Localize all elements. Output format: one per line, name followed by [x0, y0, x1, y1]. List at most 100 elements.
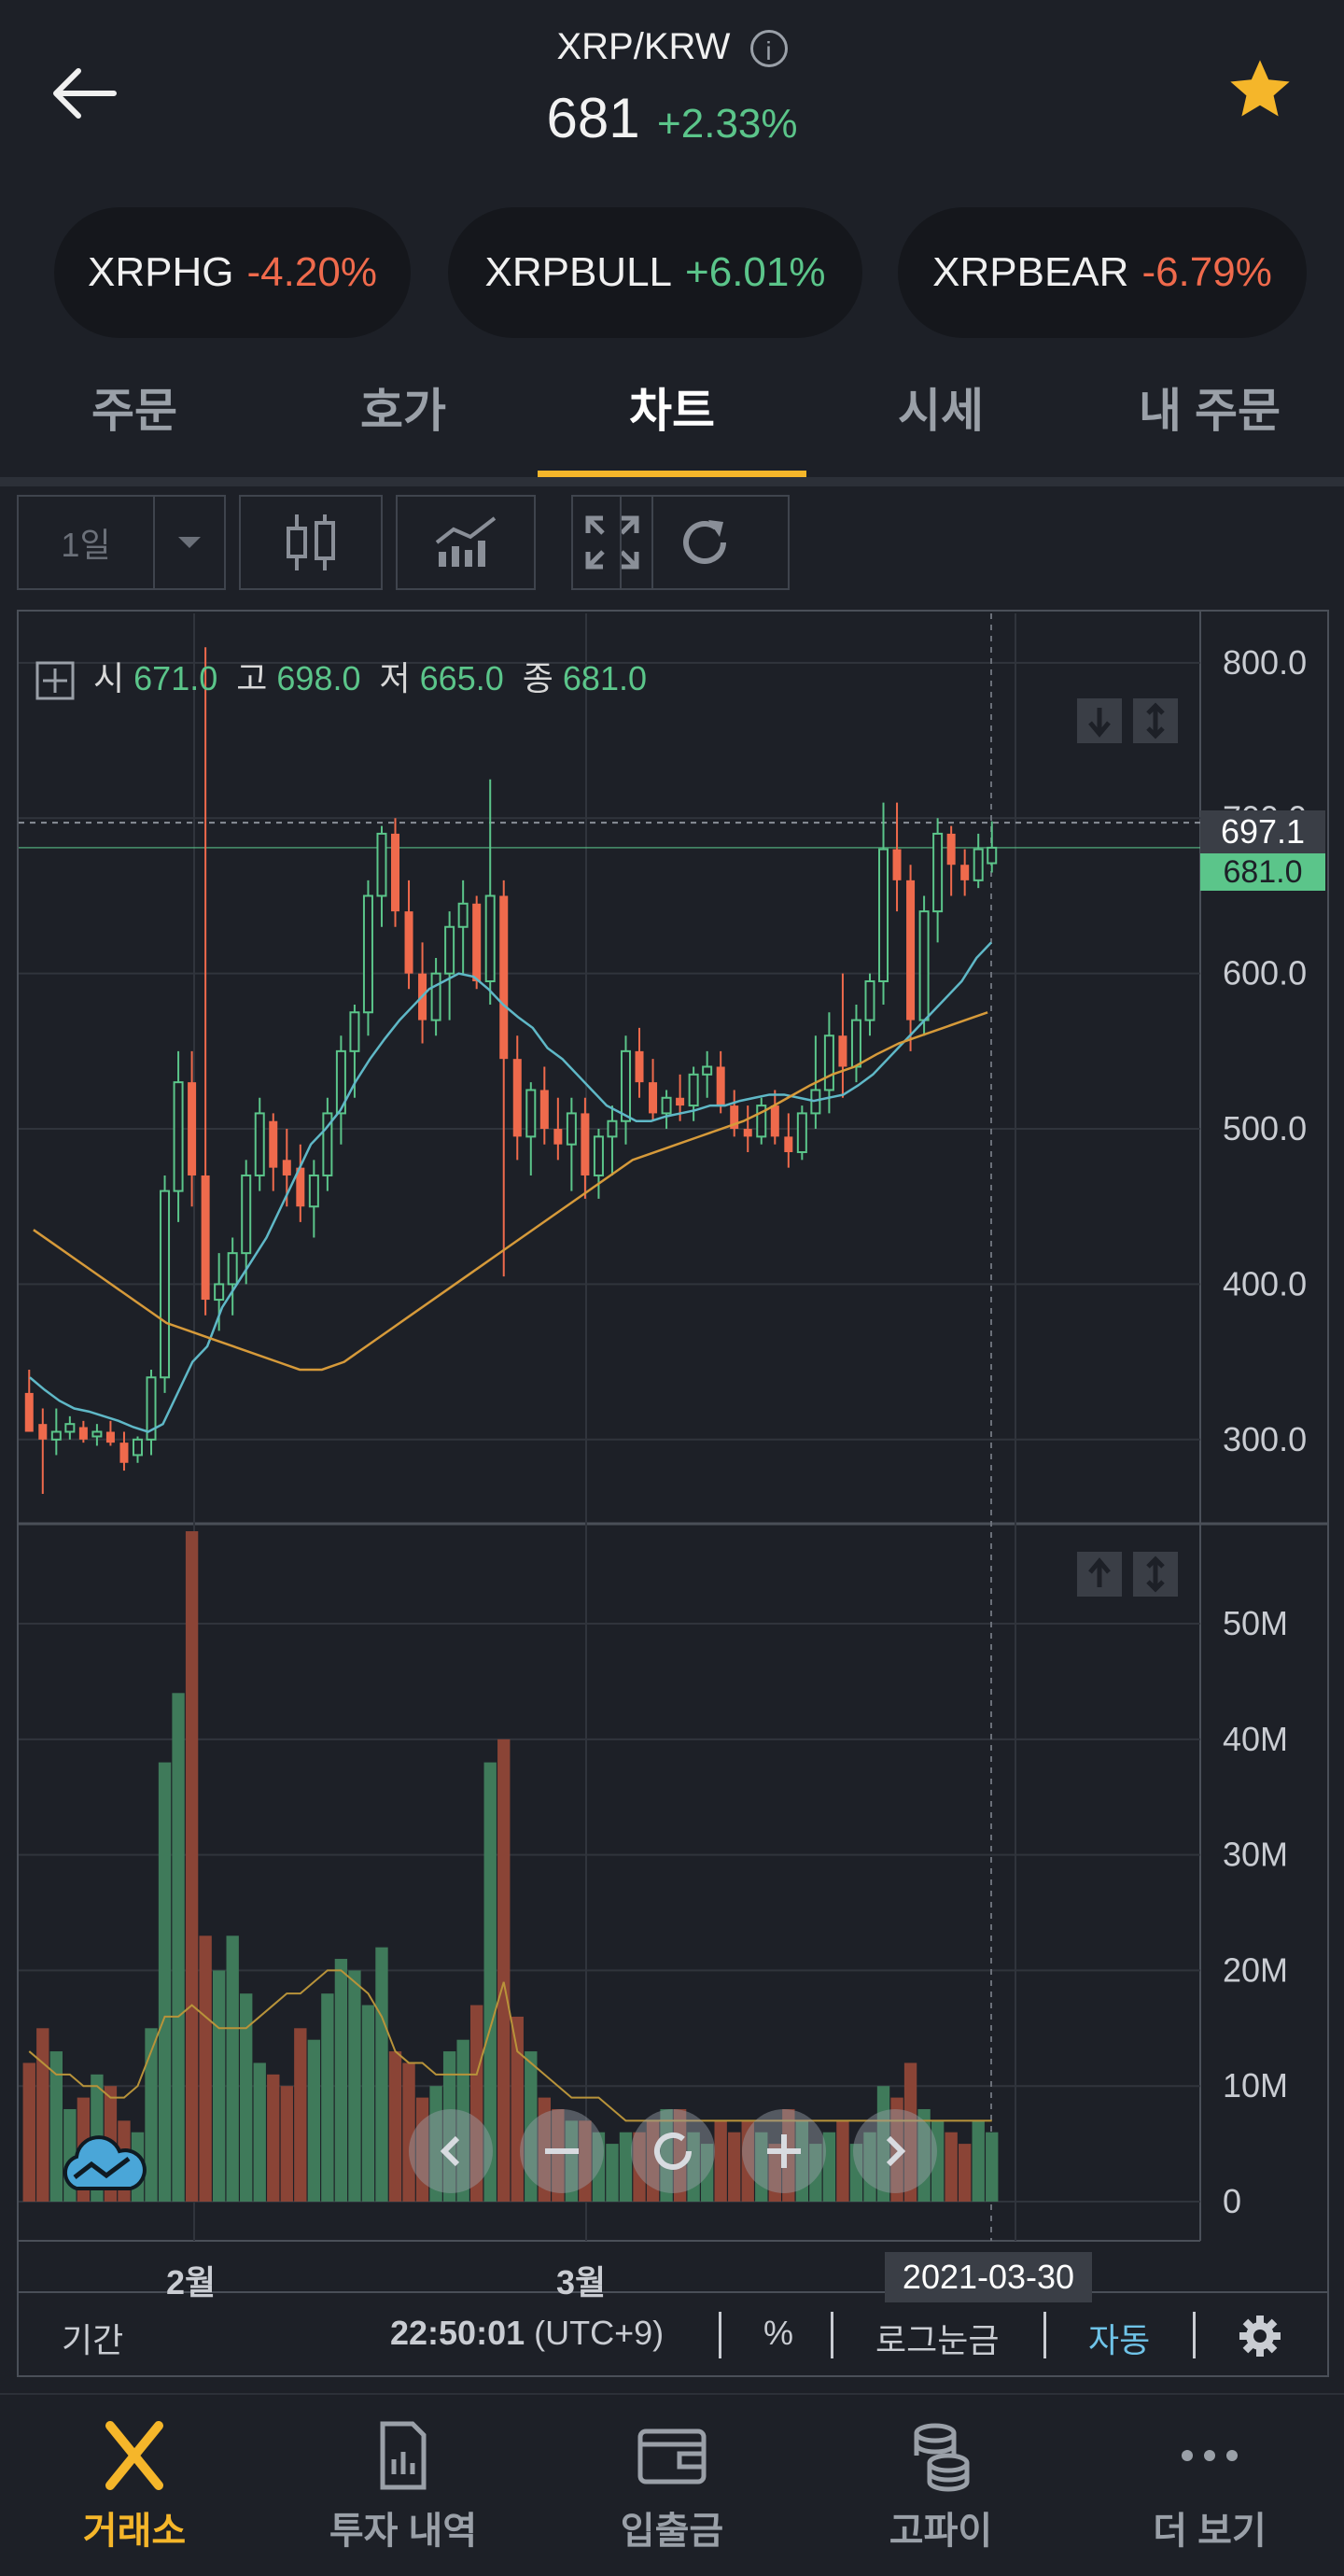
tab-order[interactable]: 주문: [91, 385, 177, 437]
chart-logo: [58, 2134, 147, 2199]
crosshair-toggle-icon[interactable]: [35, 661, 75, 700]
scroll-right-button[interactable]: [853, 2109, 937, 2193]
nav-label: 고파이: [889, 2511, 993, 2552]
volume-bar: [768, 2144, 781, 2202]
volume-bar: [741, 2120, 754, 2202]
candle-body: [404, 911, 413, 974]
period-label[interactable]: 기간: [62, 2321, 124, 2359]
candle-body: [918, 910, 930, 1021]
candle-body: [593, 1135, 604, 1176]
candle-body: [472, 903, 482, 981]
volume-bar: [809, 2144, 822, 2202]
crosshair-date-tag: 2021-03-30: [885, 2252, 1092, 2302]
pair-title: XRP/KRW i: [0, 26, 1344, 68]
nav-label: 거래소: [82, 2511, 187, 2552]
price-tick-label: 400.0: [1223, 1264, 1307, 1302]
candle-body: [512, 1059, 522, 1137]
pane-resize-button-2[interactable]: [1133, 1552, 1178, 1601]
x-tick-mar: 3월: [556, 2263, 607, 2302]
candle-body: [649, 1082, 658, 1114]
log-scale-toggle[interactable]: 로그눈금: [875, 2321, 1000, 2359]
volume-bar: [660, 2108, 673, 2202]
period-dropdown[interactable]: [153, 495, 226, 590]
volume-bar: [226, 1936, 239, 2202]
volume-bar: [728, 2132, 741, 2202]
candle-body: [173, 1081, 184, 1192]
refresh-button[interactable]: [620, 495, 790, 590]
volume-tick-label: 20M: [1223, 1950, 1288, 1989]
arrow-left-icon: [53, 68, 117, 119]
volume-bar: [917, 2108, 931, 2202]
nav-gopax[interactable]: 고파이: [806, 2418, 1075, 2555]
volume-bar: [469, 2005, 483, 2202]
volume-bar: [876, 2086, 890, 2202]
volume-bar: [945, 2132, 958, 2202]
nav-more[interactable]: 더 보기: [1075, 2418, 1344, 2555]
candle-body: [730, 1105, 739, 1130]
chip-xrpbear[interactable]: XRPBEAR -6.79%: [898, 207, 1307, 338]
candle-body: [349, 1011, 360, 1052]
chart-type-button[interactable]: [239, 495, 383, 590]
price-tick-label: 500.0: [1223, 1109, 1307, 1147]
volume-bar: [375, 1947, 388, 2202]
volume-bar: [579, 2120, 592, 2202]
pane-move-down-button[interactable]: [1077, 698, 1122, 748]
clock: 22:50:01 (UTC+9): [390, 2314, 664, 2353]
chart-settings-button[interactable]: [1238, 2314, 1282, 2363]
volume-bar: [606, 2144, 619, 2202]
tab-my-orders[interactable]: 내 주문: [1139, 385, 1281, 437]
chart-svg[interactable]: 800.0700.0600.0500.0400.0300.050M40M30M2…: [0, 0, 1344, 2393]
candle-body: [716, 1066, 725, 1106]
volume-bar: [958, 2144, 972, 2202]
indicator-button[interactable]: [396, 495, 536, 590]
tab-chart[interactable]: 차트: [629, 385, 715, 437]
nav-investment-history[interactable]: 투자 내역: [269, 2418, 538, 2555]
zoom-in-button[interactable]: [742, 2109, 826, 2193]
back-button[interactable]: [49, 56, 133, 131]
candle-body: [838, 1035, 847, 1067]
tab-market[interactable]: 시세: [898, 385, 984, 437]
volume-bar: [361, 2005, 375, 2202]
nav-label: 더 보기: [1153, 2511, 1267, 2552]
volume-bar: [972, 2120, 985, 2202]
active-tab-indicator: [538, 471, 806, 477]
candle-body: [756, 1105, 767, 1138]
report-icon: [380, 2421, 427, 2490]
zoom-out-button[interactable]: [520, 2109, 604, 2193]
current-price: 681: [546, 87, 640, 149]
candle-body: [892, 849, 902, 880]
ohlc-legend: 시 671.0 고 698.0 저 665.0 종 681.0: [35, 652, 647, 700]
candle-body: [254, 1112, 265, 1176]
current-price-tag: 681.0: [1200, 853, 1325, 891]
tab-orderbook[interactable]: 호가: [360, 385, 446, 437]
volume-bar: [240, 1993, 253, 2202]
info-icon[interactable]: i: [749, 30, 788, 68]
pair-name: XRP/KRW: [556, 26, 731, 67]
pane-move-up-button[interactable]: [1077, 1552, 1122, 1601]
refresh-icon: [683, 520, 726, 564]
pane-resize-button[interactable]: [1133, 698, 1178, 748]
volume-bar: [22, 2062, 35, 2202]
candle-body: [661, 1096, 672, 1115]
chart-panel[interactable]: [17, 610, 1329, 2377]
fullscreen-button[interactable]: [571, 495, 653, 590]
chip-xrpbull[interactable]: XRPBULL +6.01%: [448, 207, 862, 338]
candle-body: [823, 1035, 834, 1091]
percent-toggle[interactable]: %: [763, 2314, 794, 2352]
candle-body: [296, 1167, 305, 1207]
volume-bar: [903, 2062, 917, 2202]
volume-bar: [782, 2108, 795, 2202]
favorite-button[interactable]: [1225, 54, 1295, 125]
candle-body: [308, 1174, 319, 1208]
candle-body: [581, 1113, 590, 1175]
volume-bar: [348, 1970, 361, 2202]
auto-scale-toggle[interactable]: 자동: [1088, 2321, 1151, 2359]
chart-nav-controls: [409, 2106, 941, 2201]
volume-bar: [931, 2120, 945, 2202]
nav-exchange[interactable]: 거래소: [0, 2418, 269, 2555]
scroll-left-button[interactable]: [409, 2109, 493, 2193]
candle-body: [214, 1283, 225, 1302]
nav-deposit-withdraw[interactable]: 입출금: [538, 2418, 806, 2555]
reset-zoom-button[interactable]: [631, 2109, 715, 2193]
chip-xrphg[interactable]: XRPHG -4.20%: [54, 207, 411, 338]
